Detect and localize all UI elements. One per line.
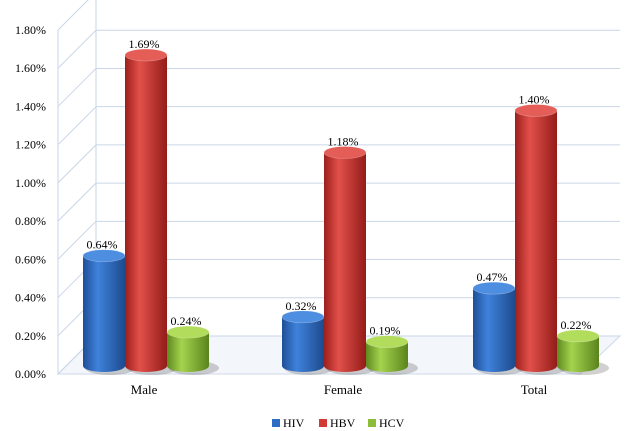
data-label: 0.24% [171,314,202,328]
x-tick-label: Female [324,382,362,397]
data-label: 0.47% [477,270,508,284]
gridline-side [57,29,97,69]
bar-body [515,110,557,366]
bar-hcv-total: 0.22% [556,318,609,375]
y-tick-label: 0.80% [15,214,46,228]
bar-hcv-female: 0.19% [365,324,418,375]
legend-item-hiv: HIV [272,416,305,430]
gridline-side [57,0,89,31]
bar-body [125,55,167,367]
data-label: 0.32% [286,299,317,313]
bars: 0.64% 0.32% 0.47% 1.69% 1.18% 1.40% 0.24% 0.19%… [82,37,609,375]
legend-item-hcv: HCV [368,416,405,430]
bar-top [556,329,600,343]
legend-label: HCV [379,416,405,430]
gridline-side [57,68,97,107]
data-label: 1.40% [519,92,550,106]
x-tick-label: Male [131,382,158,397]
bar-bottom [83,360,125,372]
bar-bottom [125,360,167,372]
y-axis: 0.00% 0.20% 0.40% 0.60% 0.80% 1.00% 1.20% 1.40%… [15,23,46,381]
data-label: 1.69% [129,37,160,51]
bar-top [514,104,558,117]
bar-bottom [324,360,366,372]
gridline-side [57,220,97,260]
y-tick-label: 0.40% [15,291,46,305]
bar-bottom [366,360,408,372]
y-tick-label: 0.00% [15,367,46,381]
bar-body [282,316,324,366]
legend-label: HBV [330,416,356,430]
data-label: 0.22% [561,318,592,332]
y-tick-label: 1.60% [15,61,46,75]
bar-body [83,255,125,366]
bar-hiv-male: 0.64% [82,238,135,375]
bar-bottom [167,360,209,372]
bar-bottom [557,360,599,372]
bar-bottom [515,360,557,372]
bar-top [323,146,367,159]
y-tick-label: 1.00% [15,176,46,190]
legend-swatch [368,419,376,427]
y-tick-label: 1.40% [15,99,46,113]
bar-hcv-male: 0.24% [166,314,219,375]
bar-body [324,152,366,366]
legend-swatch [319,419,327,427]
y-tick-label: 1.80% [15,23,46,37]
bar-top [365,335,409,348]
bar-hbv-female: 1.18% [323,134,376,375]
data-label: 0.64% [87,238,118,252]
legend-item-hbv: HBV [319,416,356,430]
gridline-side [57,106,97,146]
bar-top [166,325,210,339]
legend-swatch [272,419,280,427]
legend-label: HIV [283,416,305,430]
bar-hiv-female: 0.32% [281,299,334,375]
legend: HIV HBV HCV [272,416,405,430]
y-tick-label: 0.60% [15,252,46,266]
data-label: 1.18% [328,134,359,148]
y-tick-label: 1.20% [15,138,46,152]
gridline-side [57,182,97,222]
bar-top [124,48,168,62]
bar-hbv-male: 1.69% [124,37,177,375]
bar-bottom [282,360,324,372]
bar-bottom [473,360,515,372]
gridline-side [57,144,97,184]
bar-hbv-total: 1.40% [514,92,567,375]
bar-hiv-total: 0.47% [472,270,525,375]
x-tick-label: Total [521,382,548,397]
data-label: 0.19% [370,324,401,338]
y-tick-label: 0.20% [15,329,46,343]
x-axis: Male Female Total [131,382,548,397]
bar-body [473,288,515,366]
